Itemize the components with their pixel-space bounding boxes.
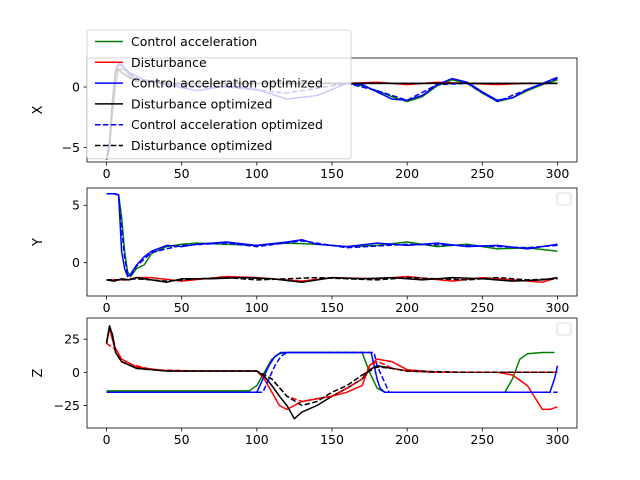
series-line-6 xyxy=(106,276,558,282)
y-tick-label: 0 xyxy=(72,80,80,95)
subplot-1: 0 50 100 150 200 250 300 −5 0 X Control accelerati… xyxy=(31,29,578,181)
x-tick-label: 150 xyxy=(320,300,344,315)
x-tick-label: 0 xyxy=(103,432,111,447)
x-tick-label: 100 xyxy=(245,166,269,181)
series-line-2 xyxy=(105,327,558,411)
empty-legend-box xyxy=(556,192,572,206)
x-tick-label: 250 xyxy=(470,166,494,181)
legend-label: Disturbance optimized xyxy=(131,138,272,153)
x-tick-label: 50 xyxy=(174,432,190,447)
x-tick-label: 300 xyxy=(546,300,570,315)
legend-label: Control acceleration optimized xyxy=(131,117,323,132)
x-tick-label: 200 xyxy=(395,166,419,181)
x-tick-label: 250 xyxy=(470,300,494,315)
x-tick-label: 50 xyxy=(174,166,190,181)
x-tick-label: 300 xyxy=(546,432,570,447)
subplot-2: 0 50 100 150 200 250 300 0 5 Y xyxy=(31,187,578,315)
series-line-3 xyxy=(106,192,558,278)
series-line-5 xyxy=(106,192,558,277)
y-tick-label: 0 xyxy=(72,365,80,380)
y-tick-label: −25 xyxy=(54,398,80,413)
x-tick-label: 150 xyxy=(320,432,344,447)
y-axis-label: Y xyxy=(31,238,46,247)
y-tick-label: 0 xyxy=(72,255,80,270)
series-line-1 xyxy=(106,192,558,278)
series-line-7 xyxy=(105,325,558,407)
y-tick-label: −5 xyxy=(62,140,80,155)
legend: Control acceleration Disturbance Control a… xyxy=(86,29,352,160)
series-line-5 xyxy=(106,351,558,393)
subplot-3: 0 50 100 150 200 250 300 −25 0 25 Z xyxy=(31,317,578,447)
legend-box xyxy=(86,29,352,160)
series-group xyxy=(105,325,559,420)
y-tick-label: 25 xyxy=(64,332,80,347)
y-tick-label: 5 xyxy=(72,198,80,213)
x-tick-label: 0 xyxy=(103,166,111,181)
legend-label: Disturbance xyxy=(131,55,207,70)
x-tick-label: 150 xyxy=(320,166,344,181)
legend-label: Disturbance optimized xyxy=(131,96,272,111)
empty-legend-box xyxy=(556,322,572,336)
y-axis-label: X xyxy=(31,105,46,114)
x-tick-label: 100 xyxy=(245,300,269,315)
legend-label: Control acceleration optimized xyxy=(131,76,323,91)
x-tick-label: 200 xyxy=(395,300,419,315)
legend-label: Control acceleration xyxy=(131,34,257,49)
y-axis-label: Z xyxy=(31,368,46,377)
x-tick-label: 100 xyxy=(245,432,269,447)
x-tick-label: 50 xyxy=(174,300,190,315)
x-tick-label: 300 xyxy=(546,166,570,181)
x-tick-label: 200 xyxy=(395,432,419,447)
series-group xyxy=(106,192,558,283)
x-tick-label: 0 xyxy=(103,300,111,315)
x-tick-label: 250 xyxy=(470,432,494,447)
